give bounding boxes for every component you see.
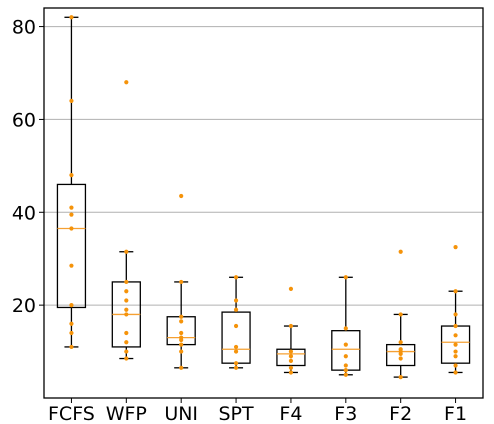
x-tick-label-fcfs: FCFS [48,403,95,424]
point-f2-7 [398,249,403,254]
y-tick-label-20: 20 [12,295,36,317]
point-uni-8 [179,279,184,285]
point-spt-5 [233,307,239,312]
point-f1-8 [453,289,458,294]
point-wfp-9 [124,249,129,254]
point-f4-0 [288,370,294,375]
point-f2-6 [398,312,403,317]
point-wfp-10 [124,80,129,85]
point-f4-4 [288,349,294,354]
point-fcfs-0 [69,344,74,350]
point-spt-4 [233,323,239,329]
point-f2-4 [398,347,403,352]
point-fcfs-8 [69,173,74,178]
x-tick-label-f4: F4 [279,403,302,424]
box-f4 [276,325,306,374]
point-f3-1 [343,368,348,373]
box-f2 [386,313,416,378]
y-axis-ticks: 20 40 60 80 [12,17,44,317]
x-axis-ticks: FCFS WFP UNI SPT F4 F3 F2 F1 [48,398,467,424]
box-fcfs [56,16,87,348]
point-uni-4 [179,335,184,340]
y-tick-label-80: 80 [12,17,36,39]
box-uni [166,281,196,369]
point-fcfs-5 [69,226,74,231]
x-tick-label-f1: F1 [444,403,467,424]
point-f3-0 [343,372,348,377]
box-spt [221,276,251,369]
gridlines [44,26,483,306]
data-points [69,15,458,380]
point-f1-0 [453,370,458,375]
point-fcfs-9 [69,98,74,103]
point-f1-7 [453,312,458,317]
point-wfp-7 [124,289,129,294]
point-fcfs-3 [69,303,74,308]
point-f4-2 [288,358,294,363]
point-f3-4 [343,342,348,347]
point-uni-5 [179,330,184,336]
iqr-box-f2 [386,343,416,367]
box-f3 [331,276,361,376]
point-f2-1 [398,356,403,361]
point-f4-3 [288,354,294,359]
point-f1-9 [453,245,458,250]
point-uni-7 [179,314,184,319]
point-spt-2 [233,349,239,354]
point-spt-0 [233,365,239,370]
point-fcfs-6 [69,212,74,217]
point-f3-5 [343,326,348,331]
y-tick-label-40: 40 [12,202,36,224]
point-wfp-2 [124,340,129,345]
iqr-box-spt [221,311,251,364]
point-f3-3 [343,354,348,359]
point-f1-3 [453,349,458,354]
point-wfp-8 [124,279,129,285]
point-fcfs-7 [69,205,74,210]
point-f2-5 [398,340,403,345]
point-f4-1 [288,365,294,370]
point-f4-5 [288,323,294,329]
point-uni-0 [179,365,184,370]
point-wfp-4 [124,312,129,317]
point-wfp-6 [124,298,129,303]
point-f3-2 [343,363,348,368]
point-f3-6 [343,275,348,280]
x-tick-label-f3: F3 [334,403,357,424]
point-fcfs-1 [69,330,74,336]
plot-frame [43,7,484,399]
point-wfp-3 [124,330,129,336]
boxes [56,16,471,378]
point-f1-4 [453,342,458,347]
point-uni-1 [179,349,184,354]
point-wfp-5 [124,307,129,312]
x-tick-label-f2: F2 [389,403,412,424]
point-spt-3 [233,344,239,350]
point-wfp-1 [124,349,129,354]
point-f1-5 [453,333,458,338]
box-f1 [440,290,471,374]
point-fcfs-2 [69,321,74,326]
point-spt-1 [233,361,239,366]
point-f4-6 [288,286,294,291]
point-spt-6 [233,298,239,303]
y-tick-label-60: 60 [12,109,36,131]
x-tick-label-wfp: WFP [106,403,147,424]
point-uni-2 [179,342,184,347]
point-f1-2 [453,354,458,359]
point-uni-9 [179,193,184,199]
point-f1-6 [453,323,458,329]
point-spt-7 [233,275,239,280]
point-fcfs-10 [69,15,74,20]
point-fcfs-4 [69,263,74,268]
point-wfp-0 [124,356,129,361]
iqr-box-fcfs [56,183,87,309]
x-tick-label-spt: SPT [219,403,255,424]
point-f1-1 [453,363,458,368]
point-uni-6 [179,319,184,324]
iqr-box-f4 [276,348,306,367]
x-tick-label-uni: UNI [164,403,198,424]
point-f2-0 [398,375,403,380]
